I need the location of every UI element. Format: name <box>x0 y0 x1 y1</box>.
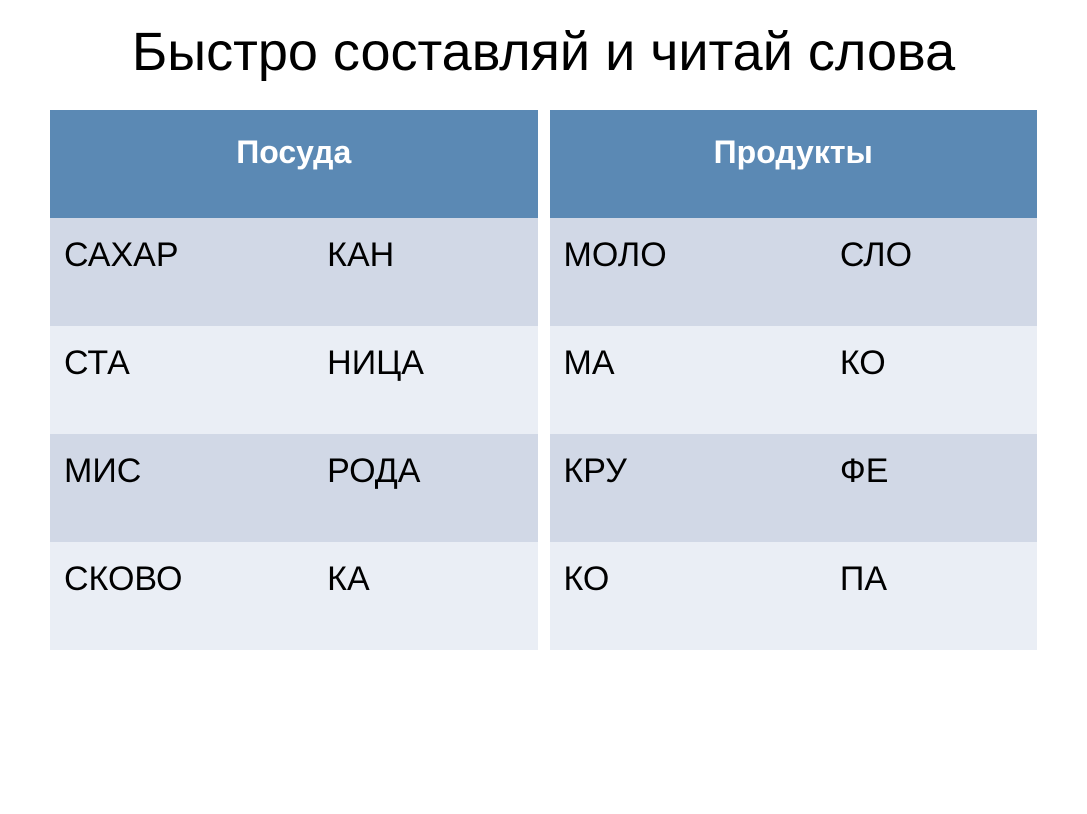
table-cell: СКОВО <box>50 542 313 650</box>
table-cell: ФЕ <box>826 434 1037 542</box>
table-cell: СЛО <box>826 218 1037 326</box>
page-title: Быстро составляй и читай слова <box>50 20 1037 85</box>
table-left: Посуда САХАР КАН СТА НИЦА МИС РОДА СКОВО <box>50 110 538 650</box>
table-row: КО ПА <box>550 542 1038 650</box>
table-cell: МА <box>550 326 826 434</box>
table-cell: КО <box>826 326 1037 434</box>
table-row: СТА НИЦА <box>50 326 538 434</box>
table-row: КРУ ФЕ <box>550 434 1038 542</box>
table-cell: ПА <box>826 542 1037 650</box>
table-cell: САХАР <box>50 218 313 326</box>
table-cell: СТА <box>50 326 313 434</box>
slide-container: Быстро составляй и читай слова Посуда СА… <box>0 0 1087 814</box>
table-cell: РОДА <box>313 434 537 542</box>
table-cell: КАН <box>313 218 537 326</box>
table-cell: КРУ <box>550 434 826 542</box>
table-row: САХАР КАН <box>50 218 538 326</box>
table-row: МИС РОДА <box>50 434 538 542</box>
table-cell: НИЦА <box>313 326 537 434</box>
table-cell: КА <box>313 542 537 650</box>
table-row: МА КО <box>550 326 1038 434</box>
table-row: МОЛО СЛО <box>550 218 1038 326</box>
table-right: Продукты МОЛО СЛО МА КО КРУ ФЕ КО <box>550 110 1038 650</box>
table-row: СКОВО КА <box>50 542 538 650</box>
table-right-header: Продукты <box>550 110 1038 218</box>
tables-wrapper: Посуда САХАР КАН СТА НИЦА МИС РОДА СКОВО <box>50 110 1037 650</box>
table-cell: КО <box>550 542 826 650</box>
table-left-header: Посуда <box>50 110 538 218</box>
table-cell: МОЛО <box>550 218 826 326</box>
table-cell: МИС <box>50 434 313 542</box>
